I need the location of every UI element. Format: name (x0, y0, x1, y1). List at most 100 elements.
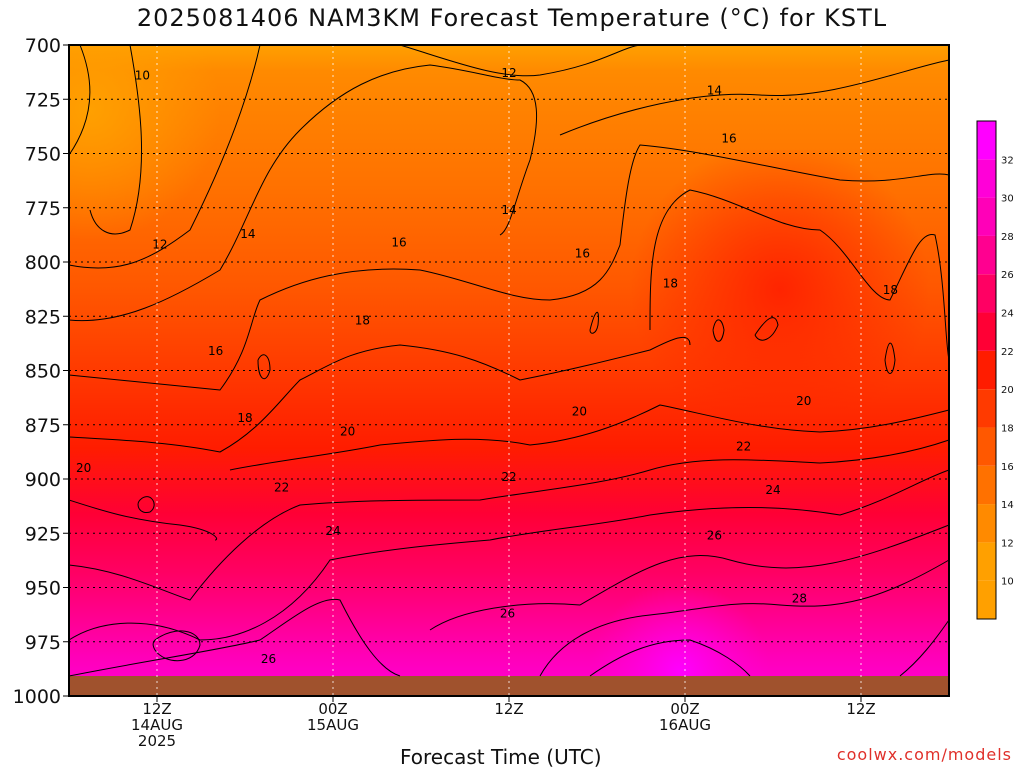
contour-label: 20 (572, 405, 587, 419)
colorbar-segment (977, 350, 996, 390)
y-tick-label: 925 (25, 523, 61, 545)
contour-label: 22 (501, 470, 516, 484)
contour-cell-b (712, 319, 725, 342)
plot-area: 10 12 14 16 14 12 14 16 16 18 18 18 16 18 20 20 20 22 20 22… (68, 44, 950, 697)
colorbar-tick-label: 10 (1001, 577, 1014, 588)
contour-label: 16 (721, 131, 736, 145)
contour-20 (68, 404, 950, 541)
contour-label: 24 (765, 483, 780, 497)
contour-cell-c (754, 317, 779, 341)
colorbar-tick-label: 14 (1001, 500, 1014, 511)
colorbar-tick-label: 12 (1001, 538, 1014, 549)
colorbar-tick-label: 22 (1001, 347, 1014, 358)
colorbar-segment (977, 427, 996, 466)
colorbar-tick-label: 24 (1001, 309, 1014, 320)
x-tick-label: 00Z (670, 700, 699, 718)
warm-pocket-18c (620, 150, 950, 410)
y-tick-label: 1000 (13, 686, 61, 708)
contour-label: 18 (355, 314, 370, 328)
x-axis-title: Forecast Time (UTC) (400, 745, 602, 769)
contour-label: 22 (736, 439, 751, 453)
colorbar-segment (977, 389, 996, 428)
contour-cell-a (589, 312, 599, 334)
contour-label: 26 (261, 652, 276, 666)
contour-label: 26 (500, 607, 515, 621)
y-tick-label: 825 (25, 306, 61, 328)
colorbar-tick-label: 18 (1001, 423, 1014, 434)
contour-26 (68, 524, 950, 677)
contour-label: 18 (663, 277, 678, 291)
contour-24 (68, 469, 950, 641)
contour-label: 22 (274, 481, 289, 495)
colorbar-tick-label: 16 (1001, 462, 1014, 473)
x-tick-label: 16AUG (659, 716, 711, 734)
y-tick-label: 900 (25, 469, 61, 491)
contour-labels: 10 12 14 16 14 12 14 16 16 18 18 18 16 18 20 20 20 22 20 22… (76, 66, 898, 666)
y-tick-label: 725 (25, 89, 61, 111)
contour-label: 12 (501, 66, 516, 80)
grid-lines (69, 45, 949, 696)
x-tick-label: 12Z (494, 700, 523, 718)
contour-label: 14 (501, 203, 516, 217)
contour-label: 20 (796, 394, 811, 408)
y-tick-label: 975 (25, 632, 61, 654)
colorbar-segment (977, 465, 996, 505)
contour-label: 16 (208, 344, 223, 358)
chart-title: 2025081406 NAM3KM Forecast Temperature (… (136, 4, 888, 32)
colorbar-segment (977, 274, 996, 313)
colorbar-tick-label: 20 (1001, 385, 1014, 396)
contour-22 (68, 439, 950, 601)
contour-label: 20 (76, 461, 91, 475)
x-tick-label: 2025 (138, 732, 176, 750)
colorbar-tick-label: 32 (1001, 155, 1014, 166)
contour-30 (589, 619, 950, 677)
contour-18 (68, 189, 950, 453)
colorbar-segment (977, 121, 996, 160)
contour-label: 14 (707, 84, 722, 98)
contour-warm-cell (152, 630, 201, 662)
colorbar-segment (977, 312, 996, 351)
colorbar: 10 12 14 16 18 20 22 24 26 28 30 32 (976, 120, 1014, 620)
contour-28 (539, 559, 950, 677)
y-axis: 700 725 750 775 800 825 850 875 900 925 950 975 1000 (13, 35, 69, 708)
colorbar-tick-label: 28 (1001, 232, 1014, 243)
x-tick-label: 12Z (846, 700, 875, 718)
contour-label: 24 (325, 524, 340, 538)
contour-cell-d (884, 342, 896, 374)
x-tick-label: 14AUG (131, 716, 183, 734)
y-tick-label: 775 (25, 198, 61, 220)
contour-cell-e (257, 354, 271, 380)
contour-label: 10 (135, 68, 150, 82)
contour-label: 14 (240, 227, 255, 241)
contour-14 (68, 59, 950, 322)
contour-label: 16 (391, 235, 406, 249)
y-tick-label: 700 (25, 35, 61, 57)
colorbar-segment (977, 197, 996, 236)
colorbar-segment (977, 159, 996, 198)
y-tick-label: 750 (25, 144, 61, 166)
contour-label: 20 (340, 424, 355, 438)
cool-pocket-10c (69, 45, 329, 265)
contour-cold-cell (137, 496, 155, 514)
contour-label: 16 (575, 246, 590, 260)
colorbar-segment (977, 580, 996, 619)
x-tick-label: 12Z (142, 700, 171, 718)
contour-label: 26 (707, 528, 722, 542)
contour-12 (68, 44, 641, 269)
colorbar-segment (977, 542, 996, 581)
colorbar-frame (976, 120, 997, 620)
y-tick-label: 800 (25, 252, 61, 274)
contour-10 (68, 44, 143, 235)
contour-16 (68, 144, 950, 391)
colorbar-segment (977, 504, 996, 543)
contour-label: 18 (237, 411, 252, 425)
colorbar-tick-label: 26 (1001, 270, 1014, 281)
contour-label: 28 (792, 591, 807, 605)
colorbar-tick-label: 30 (1001, 194, 1014, 205)
contour-lines (68, 44, 950, 677)
x-tick-label: 00Z (318, 700, 347, 718)
credit-text: coolwx.com/models (836, 745, 1012, 764)
x-tick-label: 15AUG (307, 716, 359, 734)
